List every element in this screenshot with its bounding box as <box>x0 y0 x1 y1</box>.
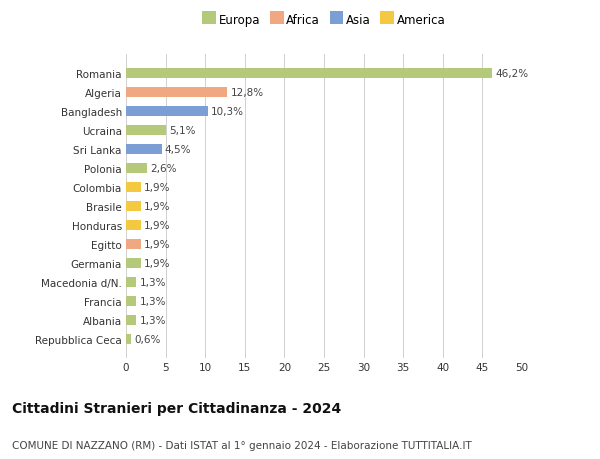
Bar <box>126 182 141 193</box>
Bar <box>126 220 141 231</box>
Bar <box>126 258 141 269</box>
Text: 1,9%: 1,9% <box>144 240 171 249</box>
Text: 1,3%: 1,3% <box>139 315 166 325</box>
Text: 1,3%: 1,3% <box>139 277 166 287</box>
Text: 1,9%: 1,9% <box>144 258 171 269</box>
Text: 4,5%: 4,5% <box>165 145 191 155</box>
Text: 12,8%: 12,8% <box>230 88 263 98</box>
Text: 0,6%: 0,6% <box>134 334 160 344</box>
Bar <box>126 296 136 307</box>
Text: 5,1%: 5,1% <box>170 126 196 136</box>
Bar <box>126 69 492 79</box>
Text: 1,9%: 1,9% <box>144 202 171 212</box>
Bar <box>126 88 227 98</box>
Text: 1,9%: 1,9% <box>144 220 171 230</box>
Text: 2,6%: 2,6% <box>150 164 176 174</box>
Bar <box>126 277 136 287</box>
Bar <box>126 163 146 174</box>
Text: COMUNE DI NAZZANO (RM) - Dati ISTAT al 1° gennaio 2024 - Elaborazione TUTTITALIA: COMUNE DI NAZZANO (RM) - Dati ISTAT al 1… <box>12 440 472 450</box>
Bar <box>126 145 161 155</box>
Bar <box>126 126 166 136</box>
Bar <box>126 239 141 250</box>
Bar <box>126 315 136 325</box>
Text: 10,3%: 10,3% <box>211 107 244 117</box>
Text: 1,3%: 1,3% <box>139 296 166 306</box>
Bar <box>126 202 141 212</box>
Bar <box>126 106 208 117</box>
Text: Cittadini Stranieri per Cittadinanza - 2024: Cittadini Stranieri per Cittadinanza - 2… <box>12 402 341 415</box>
Legend: Europa, Africa, Asia, America: Europa, Africa, Asia, America <box>197 10 451 32</box>
Text: 1,9%: 1,9% <box>144 183 171 193</box>
Bar <box>126 334 131 344</box>
Text: 46,2%: 46,2% <box>495 69 528 79</box>
